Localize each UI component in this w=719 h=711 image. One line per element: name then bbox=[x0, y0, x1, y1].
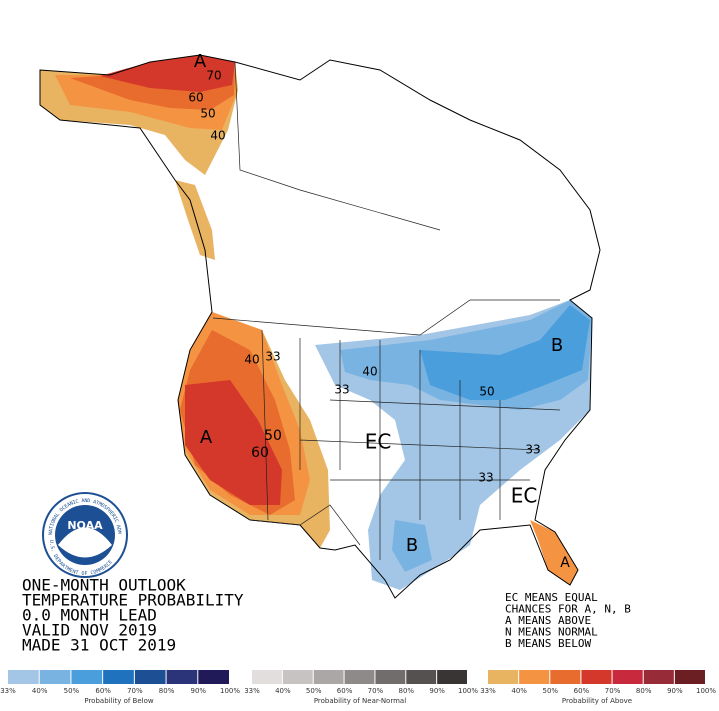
canada-provinces bbox=[234, 61, 441, 231]
map-label: 33 bbox=[265, 350, 280, 364]
legend-swatch bbox=[550, 670, 581, 684]
map-label: B bbox=[551, 335, 563, 356]
legend-tick: 33% bbox=[244, 687, 260, 695]
legend-tick: 70% bbox=[605, 687, 621, 695]
legend-swatch bbox=[488, 670, 519, 684]
legend-tick: 50% bbox=[64, 687, 80, 695]
legend-tick: 90% bbox=[667, 687, 683, 695]
map-label: EC bbox=[511, 484, 538, 508]
outlook-line: TEMPERATURE PROBABILITY bbox=[22, 591, 244, 610]
legend-swatch bbox=[39, 670, 71, 684]
map-label: 40 bbox=[210, 129, 225, 143]
outlook-line: 0.0 MONTH LEAD bbox=[22, 606, 157, 625]
legend-tick: 80% bbox=[159, 687, 175, 695]
legend-tick: 40% bbox=[32, 687, 48, 695]
coastline bbox=[39, 54, 601, 599]
us-mexico-border bbox=[249, 504, 361, 546]
map-label: 33 bbox=[525, 443, 540, 457]
state-borders bbox=[261, 329, 561, 560]
logo-name: NOAA bbox=[67, 519, 103, 532]
map-label: A bbox=[200, 427, 213, 448]
map-label: A bbox=[194, 51, 207, 72]
map-label: 50 bbox=[200, 107, 215, 121]
legend-tick: 70% bbox=[368, 687, 384, 695]
legend-tick: 33% bbox=[480, 687, 496, 695]
legend-tick: 90% bbox=[191, 687, 207, 695]
map-label: 50 bbox=[479, 385, 494, 399]
map-label: A bbox=[560, 555, 570, 571]
legend-swatch bbox=[406, 670, 437, 684]
florida-above bbox=[530, 520, 578, 585]
legend-tick: 50% bbox=[306, 687, 322, 695]
legend-swatch bbox=[8, 670, 39, 684]
alaska-above-60 bbox=[100, 55, 235, 92]
outlook-line: ONE-MONTH OUTLOOK bbox=[22, 576, 186, 595]
key-line: CHANCES FOR A, N, B bbox=[505, 603, 631, 616]
legend-swatch bbox=[198, 670, 229, 684]
key-line: A MEANS ABOVE bbox=[505, 614, 591, 627]
legend-swatch bbox=[612, 670, 643, 684]
legend-tick: 100% bbox=[220, 687, 240, 695]
key-line: EC MEANS EQUAL bbox=[505, 591, 598, 604]
legend-swatch bbox=[313, 670, 344, 684]
legend-swatch bbox=[674, 670, 705, 684]
legend-tick: 80% bbox=[399, 687, 415, 695]
legend-swatch bbox=[134, 670, 166, 684]
legend-tick: 33% bbox=[0, 687, 16, 695]
legend-tick: 40% bbox=[275, 687, 291, 695]
legend-swatch bbox=[252, 670, 282, 684]
legend-tick: 70% bbox=[127, 687, 143, 695]
legend-tick: 60% bbox=[574, 687, 590, 695]
east-below-50 bbox=[420, 305, 590, 400]
legend-swatch bbox=[282, 670, 313, 684]
map-label: 40 bbox=[362, 365, 377, 379]
west-above-60 bbox=[185, 380, 282, 505]
map-label: 60 bbox=[188, 91, 203, 105]
legend-tick: 60% bbox=[337, 687, 353, 695]
map-label: 50 bbox=[264, 428, 282, 444]
logo-gull bbox=[58, 527, 112, 558]
legend-swatch bbox=[344, 670, 375, 684]
key-line: B MEANS BELOW bbox=[505, 637, 591, 650]
texas-below-40 bbox=[392, 520, 432, 572]
legend-swatch bbox=[437, 670, 467, 684]
legend-swatch bbox=[519, 670, 550, 684]
map-label: 40 bbox=[244, 353, 259, 367]
outlook-line: MADE 31 OCT 2019 bbox=[22, 636, 176, 655]
map-label: B bbox=[406, 535, 418, 556]
key-line: N MEANS NORMAL bbox=[505, 626, 598, 639]
us-canada-border bbox=[212, 299, 560, 336]
legend-swatch bbox=[581, 670, 612, 684]
legend-tick: 50% bbox=[543, 687, 559, 695]
map-label: EC bbox=[365, 430, 392, 454]
legend-tick: 90% bbox=[429, 687, 445, 695]
outlook-line: VALID NOV 2019 bbox=[22, 621, 157, 640]
legend-title: Probability of Below bbox=[84, 697, 154, 705]
legend-swatch bbox=[375, 670, 406, 684]
legend-swatch bbox=[166, 670, 198, 684]
map-label: 33 bbox=[478, 471, 493, 485]
legend-tick: 100% bbox=[696, 687, 716, 695]
map-label: 60 bbox=[251, 445, 269, 461]
legend-title: Probability of Above bbox=[562, 697, 632, 705]
legend-swatch bbox=[71, 670, 103, 684]
map-label: 70 bbox=[206, 69, 221, 83]
map-label: 33 bbox=[334, 383, 349, 397]
legend-swatch bbox=[103, 670, 134, 684]
legend-tick: 80% bbox=[636, 687, 652, 695]
panhandle-above bbox=[175, 180, 215, 260]
legend-swatch bbox=[643, 670, 674, 684]
legend-tick: 40% bbox=[511, 687, 527, 695]
legend-title: Probability of Near-Normal bbox=[314, 697, 406, 705]
legend-tick: 100% bbox=[458, 687, 478, 695]
legend-tick: 60% bbox=[95, 687, 111, 695]
